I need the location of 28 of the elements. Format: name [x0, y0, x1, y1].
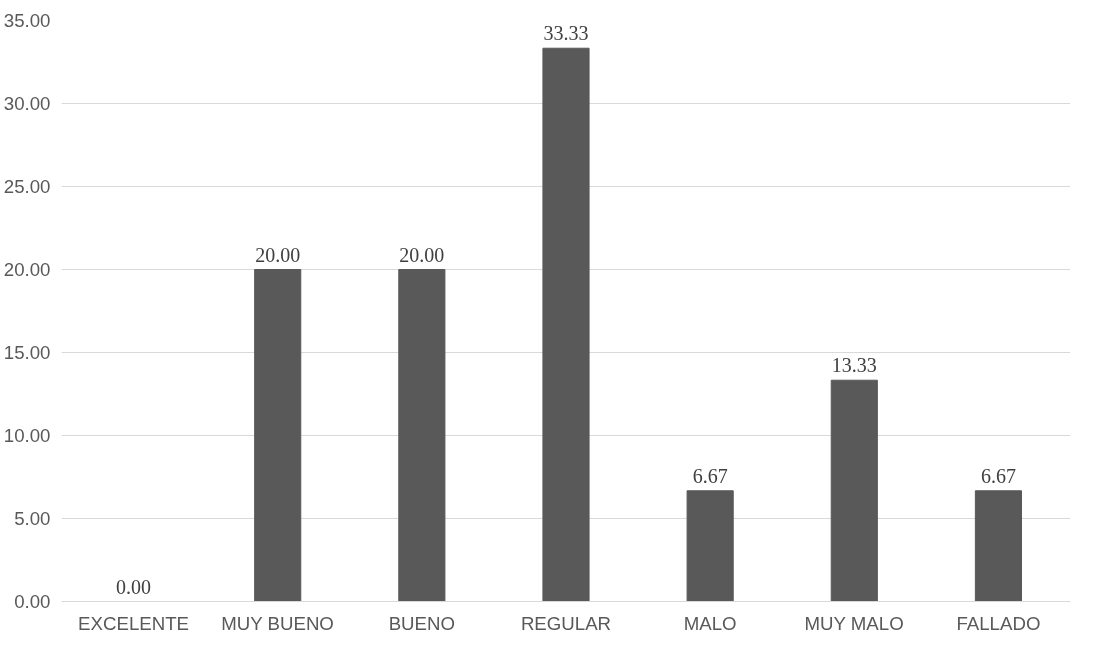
data-label: 20.00 — [399, 243, 445, 266]
x-tick-label: FALLADO — [956, 612, 1041, 634]
x-tick-label: MUY BUENO — [221, 612, 334, 634]
y-tick-label: 25.00 — [3, 176, 51, 197]
bar — [830, 379, 878, 602]
y-tick-label: 35.00 — [3, 10, 51, 31]
bar — [398, 269, 446, 602]
bar — [974, 490, 1022, 602]
y-tick-label: 0.00 — [14, 591, 51, 612]
y-tick-label: 10.00 — [3, 425, 51, 446]
y-tick-label: 30.00 — [3, 93, 51, 114]
x-tick-label: BUENO — [388, 612, 456, 634]
bar — [686, 490, 734, 602]
y-tick-label: 20.00 — [3, 259, 51, 280]
bar — [254, 269, 302, 602]
data-label: 20.00 — [255, 243, 301, 266]
data-label: 33.33 — [543, 22, 589, 45]
x-tick-label: MUY MALO — [804, 612, 904, 634]
y-tick-label: 5.00 — [14, 508, 51, 529]
data-label: 6.67 — [980, 464, 1016, 487]
x-tick-label: EXCELENTE — [78, 612, 190, 634]
x-tick-label: MALO — [683, 612, 737, 634]
data-label: 6.67 — [692, 464, 728, 487]
x-tick-label: REGULAR — [520, 612, 612, 634]
data-label: 13.33 — [831, 354, 877, 377]
data-label: 0.00 — [116, 575, 152, 598]
bar — [542, 47, 590, 602]
y-tick-label: 15.00 — [3, 342, 51, 363]
